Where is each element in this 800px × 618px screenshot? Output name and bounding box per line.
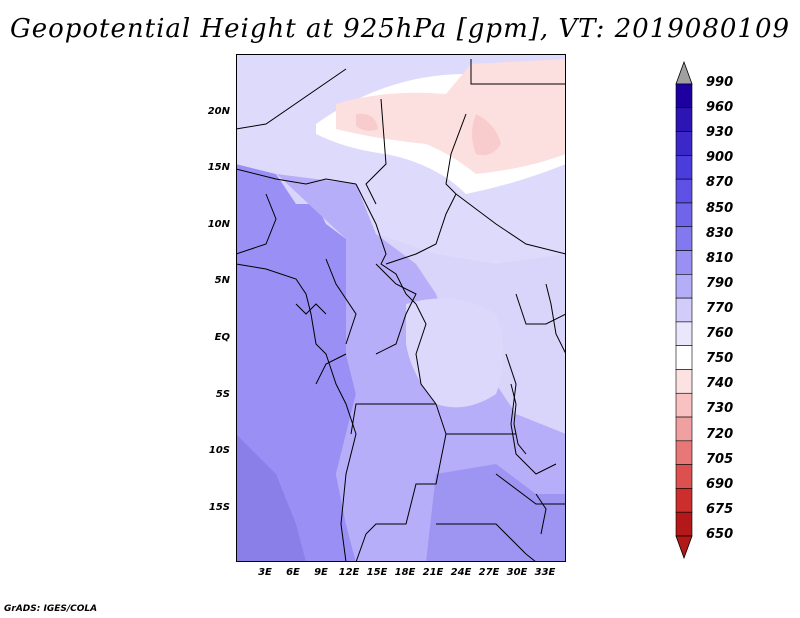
colorbar-label: 675 (706, 501, 734, 517)
colorbar-swatch (675, 178, 693, 204)
colorbar-swatch (675, 369, 693, 394)
colorbar-swatch (675, 511, 693, 537)
y-tick-15s: 15S (208, 502, 230, 513)
colorbar-label: 730 (706, 401, 734, 417)
x-tick-27e: 27E (478, 567, 500, 578)
y-tick-eq: EQ (214, 332, 230, 343)
colorbar-swatch (675, 440, 693, 465)
country-borders (236, 59, 566, 562)
colorbar-label: 690 (706, 476, 734, 492)
y-tick-10s: 10S (208, 445, 230, 456)
x-tick-18e: 18E (394, 567, 416, 578)
height-region-pink-core (472, 114, 501, 156)
colorbar-swatch (675, 131, 693, 156)
colorbar-swatch (675, 297, 693, 323)
colorbar-swatch (675, 321, 693, 346)
colorbar-label: 650 (706, 527, 734, 542)
height-region-pink-core-west (356, 113, 378, 131)
y-tick-15n: 15N (207, 162, 230, 173)
x-tick-33e: 33E (534, 567, 556, 578)
x-tick-24e: 24E (450, 567, 472, 578)
colorbar-swatch (675, 464, 693, 489)
x-tick-15e: 15E (366, 567, 388, 578)
colorbar-label: 750 (706, 351, 734, 367)
colorbar-over-triangle (675, 60, 693, 85)
colorbar-label: 760 (706, 326, 734, 342)
colorbar-label: 870 (706, 175, 734, 191)
colorbar-swatch (675, 202, 693, 228)
colorbar-label: 990 (706, 75, 734, 90)
height-region-pink (336, 59, 566, 174)
map-title: Geopotential Height at 925hPa [gpm], VT:… (9, 14, 791, 44)
height-region-lowest (236, 434, 306, 562)
geopotential-map (236, 54, 566, 562)
x-tick-30e: 30E (506, 567, 528, 578)
colorbar-label: 770 (706, 301, 734, 316)
colorbar-swatch (675, 392, 693, 418)
x-tick-9e: 9E (314, 567, 328, 578)
colorbar-under-triangle (675, 535, 693, 560)
colorbar-swatch (675, 83, 693, 109)
colorbar-label: 740 (706, 376, 734, 392)
colorbar-label: 705 (706, 451, 734, 467)
colorbar-label: 930 (706, 125, 734, 141)
height-region-mid-se (426, 464, 566, 562)
colorbar-label: 960 (706, 100, 734, 116)
x-tick-21e: 21E (422, 567, 444, 578)
colorbar (675, 60, 693, 560)
colorbar-label: 720 (706, 426, 734, 442)
colorbar-swatch (675, 488, 693, 513)
grads-credit: GrADS: IGES/COLA (4, 604, 98, 614)
colorbar-swatch (675, 274, 693, 299)
colorbar-label: 850 (706, 200, 734, 216)
map-frame (236, 54, 566, 562)
y-tick-10n: 10N (207, 219, 230, 230)
x-tick-3e: 3E (258, 567, 272, 578)
y-tick-20n: 20N (207, 106, 230, 117)
height-region-basin (406, 298, 504, 408)
colorbar-label: 830 (706, 225, 734, 241)
y-tick-5n: 5N (214, 275, 230, 286)
y-tick-5s: 5S (215, 389, 230, 400)
x-tick-6e: 6E (286, 567, 300, 578)
height-region-low (236, 164, 356, 562)
colorbar-swatch (675, 250, 693, 275)
colorbar-label: 790 (706, 275, 734, 291)
colorbar-swatch (675, 416, 693, 442)
colorbar-swatch (675, 345, 693, 370)
coastlines (236, 263, 547, 562)
colorbar-swatch (675, 226, 693, 251)
colorbar-label: 810 (706, 250, 734, 266)
colorbar-swatch (675, 107, 693, 132)
colorbar-swatch (675, 155, 693, 180)
x-tick-12e: 12E (338, 567, 360, 578)
colorbar-label: 900 (706, 150, 734, 166)
